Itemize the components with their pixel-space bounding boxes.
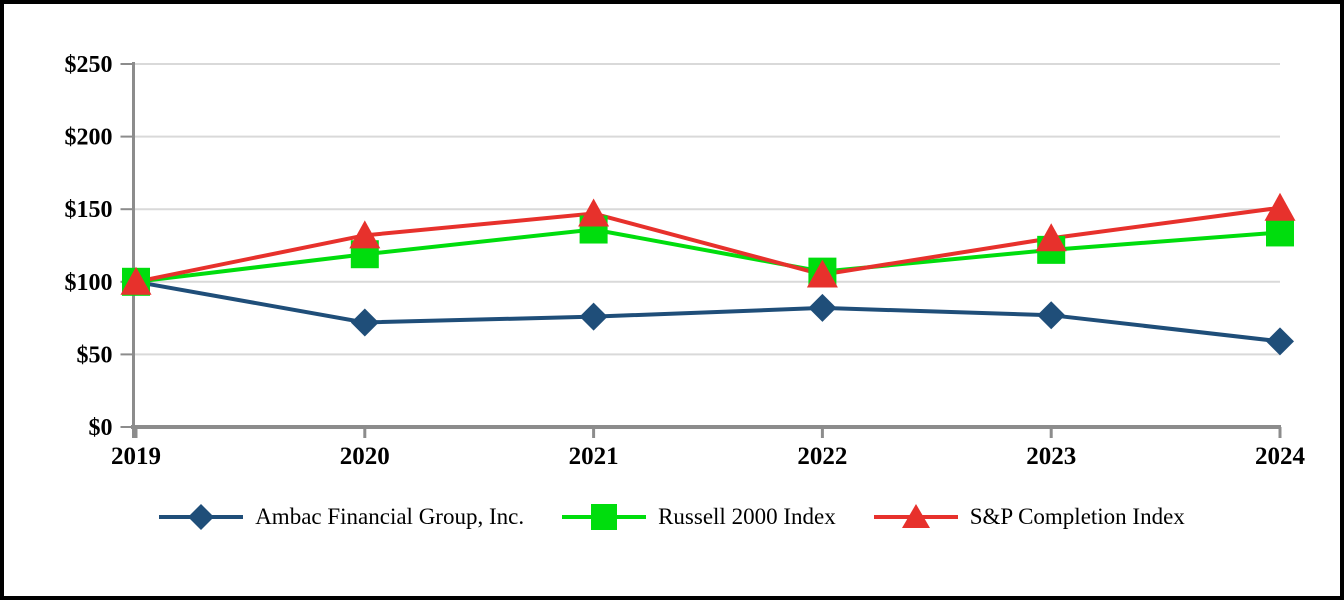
legend-label-russell-2000: Russell 2000 Index (658, 504, 836, 529)
series-point-diamond-marker (808, 293, 837, 322)
legend-triangle-marker (901, 504, 930, 528)
series-point-triangle-marker (349, 220, 381, 249)
series-point-triangle-marker (120, 266, 152, 295)
performance-chart: $0 $50 $100 $150 $200 $250 2019 2020 2021 2022 202… (65, 52, 1306, 470)
legend-item-sp-completion: S&P Completion Index (873, 502, 1185, 532)
legend-label-sp-completion: S&P Completion Index (969, 504, 1185, 529)
legend-diamond-marker (188, 504, 215, 530)
series-point-diamond-marker (1266, 327, 1294, 356)
x-axis-label: 2021 (569, 443, 619, 470)
series-point-square-marker (1266, 218, 1294, 247)
x-axis-label: 2019 (111, 443, 161, 470)
legend-item-russell-2000: Russell 2000 Index (562, 502, 836, 532)
series-point-triangle-marker (1264, 192, 1296, 221)
x-axis-label: 2022 (797, 443, 847, 470)
series-point-diamond-marker (579, 302, 608, 331)
x-axis-label: 2023 (1026, 443, 1076, 470)
legend-swatch-square-icon (562, 504, 647, 530)
legend-swatch-diamond-icon (159, 504, 244, 530)
legend-swatch-triangle-icon (873, 504, 958, 528)
y-axis-label: $200 (65, 125, 113, 151)
y-axis-label: $0 (89, 415, 113, 441)
y-axis-label: $100 (65, 270, 113, 296)
series-point-triangle-marker (1035, 223, 1067, 252)
x-axis-label: 2024 (1255, 443, 1306, 470)
legend-square-marker (591, 504, 618, 530)
series-point-diamond-marker (350, 308, 379, 337)
legend-label-ambac: Ambac Financial Group, Inc. (255, 504, 525, 529)
series-point-diamond-marker (1037, 301, 1066, 330)
chart-legend: Ambac Financial Group, Inc. Russell 2000… (4, 502, 1340, 532)
series-point-triangle-marker (578, 198, 610, 227)
series-line (135, 279, 1281, 344)
series-line (135, 205, 1281, 284)
series-line (135, 227, 1281, 284)
y-axis-label: $150 (65, 197, 113, 223)
series-point-triangle-marker (806, 259, 838, 288)
y-axis-label: $250 (65, 52, 113, 78)
y-axis-label: $50 (77, 342, 113, 368)
legend-item-ambac: Ambac Financial Group, Inc. (159, 502, 524, 532)
x-axis-label: 2020 (340, 443, 390, 470)
